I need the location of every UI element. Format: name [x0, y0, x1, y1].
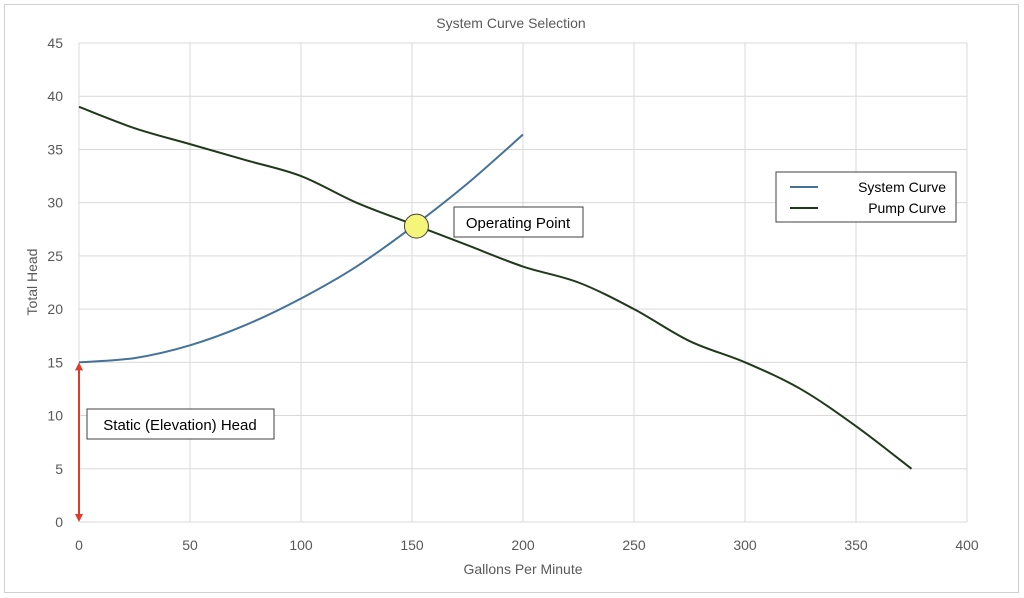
y-tick-label-7: 35: [47, 141, 63, 157]
y-tick-label-4: 20: [47, 301, 63, 317]
y-axis-title: Total Head: [24, 249, 40, 316]
static-head-label: Static (Elevation) Head: [103, 417, 256, 434]
y-tick-label-5: 25: [47, 248, 63, 264]
y-tick-label-8: 40: [47, 88, 63, 104]
x-tick-label-5: 250: [622, 537, 646, 553]
legend: System Curve Pump Curve: [775, 171, 957, 223]
grid: [78, 42, 968, 523]
y-tick-label-9: 45: [47, 35, 63, 51]
legend-label-system-curve: System Curve: [858, 179, 946, 195]
y-ticks: 0 5 10 15 20 25 30 35 40 45: [47, 35, 63, 530]
x-tick-label-8: 400: [955, 537, 979, 553]
series-line-system-curve: [78, 133, 524, 364]
static-head-box: [86, 408, 275, 440]
x-ticks: 0 50 100 150 200 250 300 350 400: [75, 537, 979, 553]
x-axis-title: Gallons Per Minute: [463, 561, 582, 577]
y-tick-label-2: 10: [47, 408, 63, 424]
y-tick-label-1: 5: [55, 461, 63, 477]
x-tick-label-3: 150: [400, 537, 424, 553]
static-head-arrowhead-top: [75, 362, 83, 371]
series-line-pump-curve: [78, 105, 913, 470]
static-head-arrowhead-bottom: [75, 514, 83, 522]
y-tick-label-3: 15: [47, 354, 63, 370]
chart-frame: [4, 4, 1019, 593]
x-tick-label-1: 50: [182, 537, 198, 553]
legend-box: [775, 171, 957, 223]
x-tick-label-7: 350: [844, 537, 868, 553]
x-tick-label-2: 100: [289, 537, 313, 553]
x-tick-label-0: 0: [75, 537, 83, 553]
y-tick-label-0: 0: [55, 514, 63, 530]
operating-point-marker: [403, 213, 429, 239]
annotations: Operating Point Static (Elevation) Head: [75, 206, 584, 522]
x-tick-label-4: 200: [511, 537, 535, 553]
y-tick-label-6: 30: [47, 195, 63, 211]
operating-point-box: [453, 206, 584, 238]
series-group: [78, 105, 913, 470]
operating-point-label: Operating Point: [466, 215, 571, 232]
x-tick-label-6: 300: [733, 537, 757, 553]
legend-label-pump-curve: Pump Curve: [868, 200, 946, 216]
chart-title: System Curve Selection: [436, 15, 585, 31]
